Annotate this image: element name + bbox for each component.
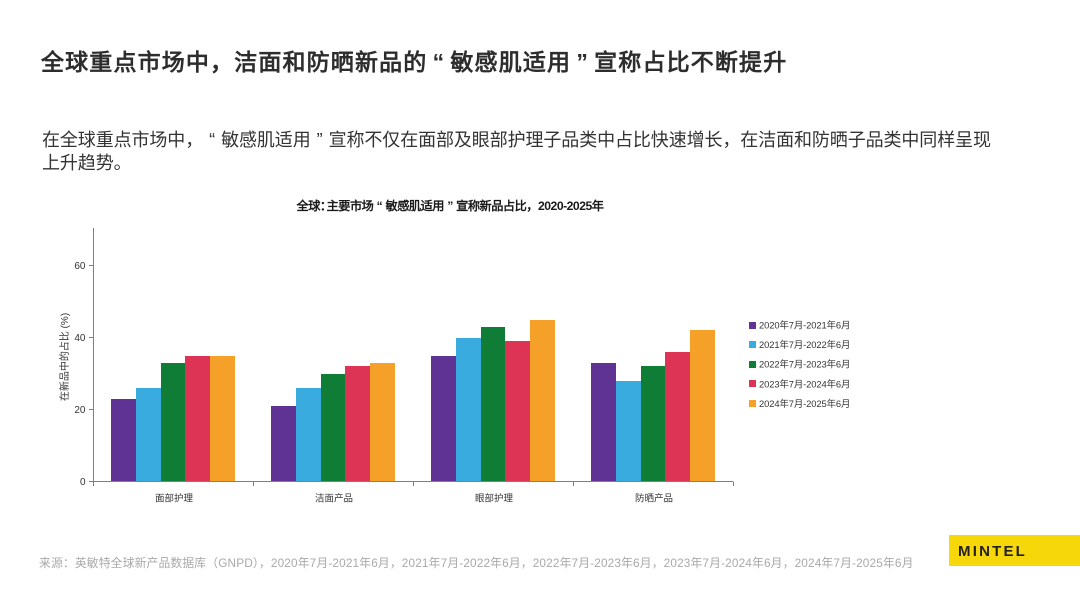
svg-text:2020年7月-2021年6月: 2020年7月-2021年6月 <box>759 320 850 331</box>
svg-text:0: 0 <box>80 477 86 488</box>
svg-text:眼部护理: 眼部护理 <box>475 493 514 505</box>
svg-text:2023年7月-2024年6月: 2023年7月-2024年6月 <box>759 378 850 389</box>
svg-text:60: 60 <box>74 261 86 272</box>
svg-text:2024年7月-2025年6月: 2024年7月-2025年6月 <box>759 398 850 409</box>
svg-text:40: 40 <box>74 333 86 344</box>
svg-text:防晒产品: 防晒产品 <box>635 493 673 505</box>
svg-text:在新品中的占比 (%): 在新品中的占比 (%) <box>58 313 71 401</box>
svg-text:面部护理: 面部护理 <box>155 493 194 505</box>
svg-text:20: 20 <box>74 405 86 416</box>
svg-text:2021年7月-2022年6月: 2021年7月-2022年6月 <box>759 339 850 350</box>
svg-text:洁面产品: 洁面产品 <box>315 493 353 505</box>
svg-text:2022年7月-2023年6月: 2022年7月-2023年6月 <box>759 359 850 370</box>
